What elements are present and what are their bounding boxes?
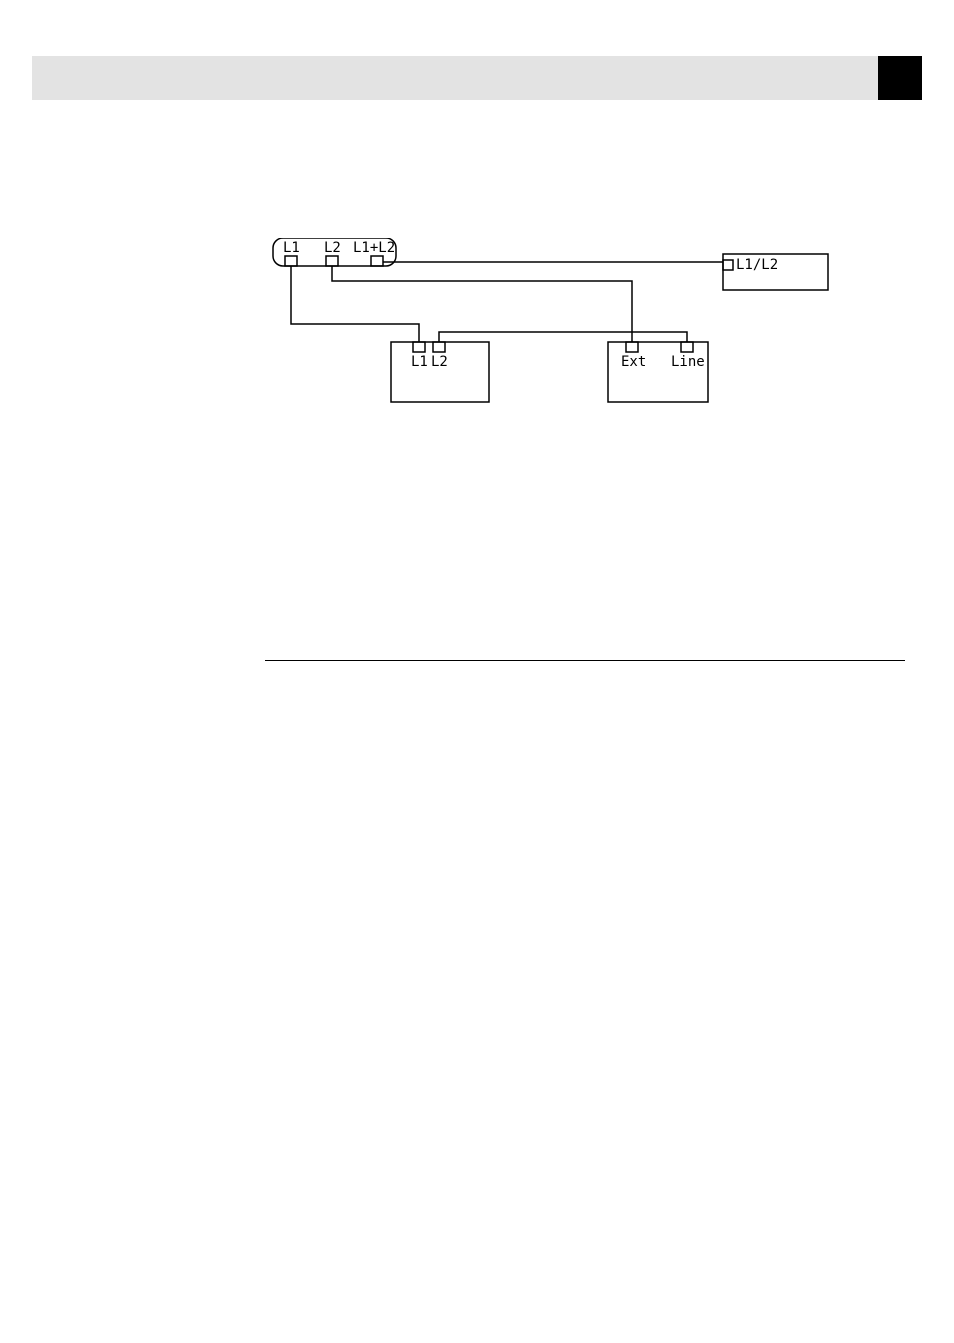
top-label-l1l2: L1+L2 <box>353 240 395 256</box>
bottom-right-label-ext: Ext <box>621 354 646 370</box>
bottom-right-port-ext <box>626 342 638 352</box>
top-port-l2 <box>326 256 338 266</box>
bottom-left-label-l1: L1 <box>411 354 428 370</box>
connection-bottomleft-bottomright <box>439 332 687 342</box>
bottom-right-port-line <box>681 342 693 352</box>
top-label-l1: L1 <box>283 240 300 256</box>
top-port-l1l2 <box>371 256 383 266</box>
top-label-l2: L2 <box>324 240 341 256</box>
connection-top-l2-bottomright <box>332 266 632 342</box>
header-bar <box>32 56 922 100</box>
right-port <box>723 260 733 270</box>
bottom-left-port-l2 <box>433 342 445 352</box>
connection-top-l1-bottomleft <box>291 266 419 342</box>
bottom-right-label-line: Line <box>671 354 705 370</box>
header-black-box <box>878 56 922 100</box>
connection-diagram: L1 L2 L1+L2 L1/L2 L1 L2 Ext Line <box>269 238 829 408</box>
bottom-left-port-l1 <box>413 342 425 352</box>
divider-line <box>265 660 905 661</box>
diagram-svg: L1 L2 L1+L2 L1/L2 L1 L2 Ext Line <box>269 238 829 408</box>
bottom-left-box <box>391 342 489 402</box>
top-port-l1 <box>285 256 297 266</box>
bottom-left-label-l2: L2 <box>431 354 448 370</box>
right-label: L1/L2 <box>736 257 778 273</box>
